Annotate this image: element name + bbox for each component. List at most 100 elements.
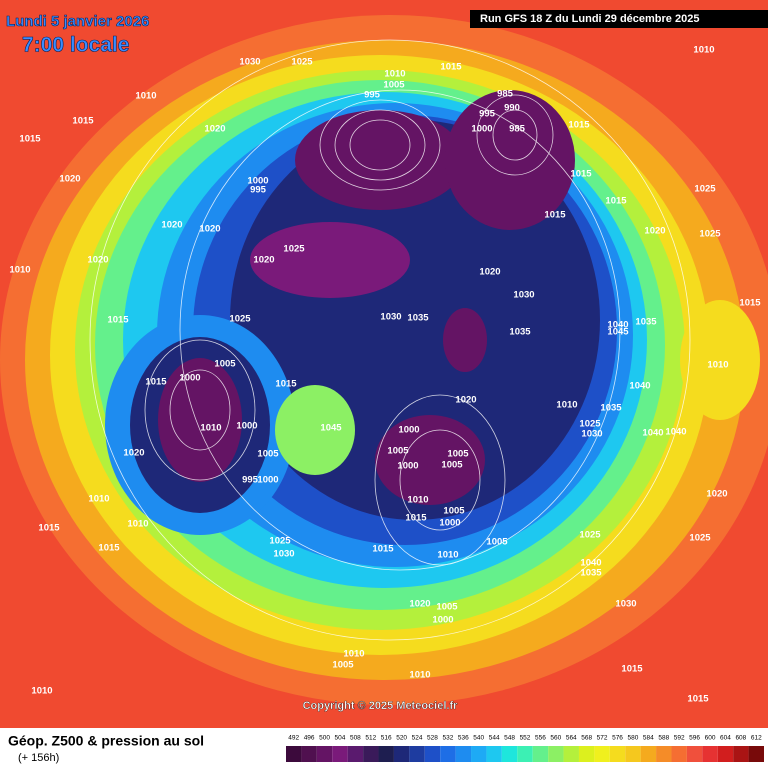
isobar-label: 1045 <box>607 327 629 338</box>
isobar-label: 1000 <box>432 615 453 626</box>
isobar-label: 1025 <box>579 530 601 541</box>
isobar-label: 1015 <box>605 196 627 207</box>
isobar-label: 995 <box>250 185 267 196</box>
isobar-label: 1020 <box>161 220 182 231</box>
isobar-label: 1005 <box>332 660 354 671</box>
isobar-label: 1030 <box>273 549 294 560</box>
isobar-label: 1015 <box>544 210 566 221</box>
scale-swatch <box>594 746 610 762</box>
scale-swatch <box>733 746 749 762</box>
scale-swatch <box>471 746 487 762</box>
isobar-label: 1020 <box>409 599 430 610</box>
isobar-label: 1025 <box>699 229 721 240</box>
isobar-label: 1015 <box>570 169 592 180</box>
isobar-label: 1040 <box>629 381 650 392</box>
isobar-label: 1020 <box>87 255 108 266</box>
isobar-label: 1015 <box>19 134 41 145</box>
isobar-label: 1025 <box>283 244 305 255</box>
isobar-label: 1000 <box>247 176 268 187</box>
isobar-label: 1015 <box>372 544 394 555</box>
scale-label: 552 <box>520 735 531 742</box>
scale-label: 512 <box>365 735 376 742</box>
isobar-label: 1010 <box>384 69 405 80</box>
scale-label: 592 <box>674 735 685 742</box>
forecast-date: Lundi 5 janvier 2026 <box>6 13 149 30</box>
isobar-label: 1025 <box>229 314 251 325</box>
isobar-label: 1005 <box>387 446 409 457</box>
copyright: Copyright © 2025 Meteociel.fr <box>303 700 459 712</box>
scale-swatch <box>671 746 687 762</box>
isobar-label: 1015 <box>275 379 297 390</box>
isobar-label: 1020 <box>123 448 144 459</box>
scale-label: 600 <box>705 735 716 742</box>
isobar-label: 1020 <box>199 224 220 235</box>
isobar-label: 1000 <box>236 421 257 432</box>
scale-swatch <box>286 746 302 762</box>
scale-swatch <box>578 746 595 762</box>
scale-swatch <box>656 746 672 762</box>
scale-label: 580 <box>628 735 639 742</box>
isobar-label: 1005 <box>257 449 279 460</box>
isobar-label: 1045 <box>320 423 342 434</box>
scale-swatch <box>748 746 764 762</box>
scale-swatch <box>332 746 348 762</box>
isobar-label: 1005 <box>436 602 458 613</box>
scale-swatch <box>363 746 379 762</box>
isobar-label: 1020 <box>204 124 225 135</box>
isobar-label: 1030 <box>239 57 260 68</box>
isobar-label: 1020 <box>479 267 500 278</box>
isobar-label: 1030 <box>615 599 636 610</box>
isobar-label: 1010 <box>343 649 364 660</box>
scale-swatch <box>717 746 734 762</box>
isobar-label: 1025 <box>579 419 601 430</box>
scale-label: 492 <box>288 735 299 742</box>
isobar-label: 1000 <box>398 425 419 436</box>
footer-lead: (+ 156h) <box>18 752 59 764</box>
isobar-label: 1010 <box>707 360 728 371</box>
isobar-label: 995 <box>364 90 381 101</box>
scale-swatch <box>424 746 441 762</box>
isobar-label: 1040 <box>665 427 686 438</box>
isobar-label: 1040 <box>642 428 663 439</box>
scale-swatch <box>393 746 410 762</box>
scale-swatch <box>440 746 456 762</box>
isobar-label: 1010 <box>556 400 577 411</box>
scale-swatch <box>563 746 579 762</box>
scale-label: 536 <box>458 735 469 742</box>
scale-label: 504 <box>335 735 346 742</box>
scale-label: 608 <box>735 735 746 742</box>
isobar-label: 1015 <box>440 62 462 73</box>
scale-label: 560 <box>550 735 561 742</box>
scale-swatch <box>548 746 564 762</box>
scale-swatch <box>686 746 703 762</box>
isobar-label: 1000 <box>397 461 418 472</box>
isobar-label: 1010 <box>200 423 221 434</box>
isobar-label: 1005 <box>443 506 465 517</box>
isobar-label: 1010 <box>9 265 30 276</box>
isobar-label: 990 <box>504 103 520 114</box>
isobar-label: 1040 <box>607 320 628 331</box>
scale-label: 520 <box>396 735 407 742</box>
isobar-label: 1040 <box>580 558 601 569</box>
isobar-label: 995 <box>242 475 259 486</box>
isobar-label: 1015 <box>72 116 94 127</box>
scale-label: 496 <box>304 735 315 742</box>
scale-label: 556 <box>535 735 546 742</box>
scale-label: 516 <box>381 735 392 742</box>
isobar-label: 1015 <box>568 120 590 131</box>
isobars <box>89 39 691 641</box>
scale-swatch <box>501 746 518 762</box>
scale-label: 544 <box>489 735 500 742</box>
isobar-label: 1000 <box>471 124 492 135</box>
isobar-label: 985 <box>509 124 526 135</box>
scale-label: 612 <box>751 735 762 742</box>
isobar-label: 1035 <box>580 568 602 579</box>
geopotential-field <box>0 15 768 705</box>
color-scale: 492 496 500 504 508 512 516 520 524 528 532 536 540 5… <box>286 735 764 762</box>
isobar-label: 1015 <box>107 315 129 326</box>
isobar-label: 1030 <box>581 429 602 440</box>
isobar-label: 1020 <box>253 255 274 266</box>
isobar-label: 1035 <box>600 403 622 414</box>
isobar-label: 1015 <box>38 523 60 534</box>
